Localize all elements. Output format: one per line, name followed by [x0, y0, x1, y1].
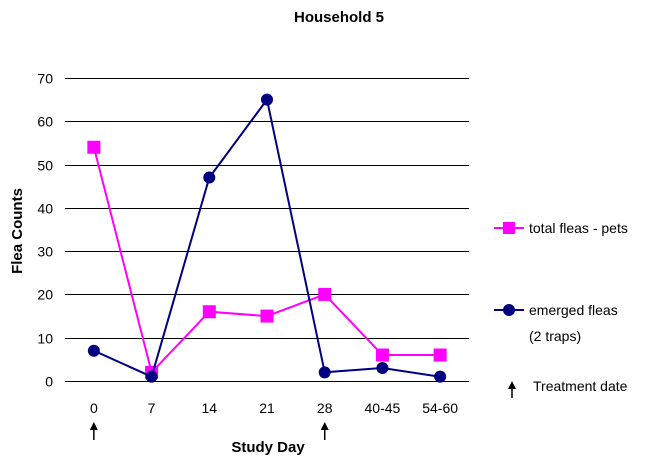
data-point	[261, 93, 273, 106]
y-tick-label: 70	[37, 71, 53, 87]
y-axis-title: Flea Counts	[9, 188, 26, 274]
legend-marker-circle	[503, 304, 515, 316]
data-point	[434, 370, 447, 383]
legend: total fleas - pets emerged fleas (2 trap…	[494, 220, 628, 398]
data-point	[318, 287, 332, 301]
treatment-arrows	[89, 422, 329, 440]
series-layer	[87, 93, 447, 383]
treatment-arrow-icon	[320, 422, 329, 440]
data-point	[203, 171, 216, 184]
x-tick-label: 0	[90, 400, 98, 416]
y-tick-label: 0	[45, 374, 53, 390]
data-point	[375, 348, 389, 362]
y-tick-labels: 0 10 20 30 40 50 60 70	[37, 71, 53, 390]
gridlines	[65, 78, 469, 339]
x-tick-label: 7	[148, 400, 156, 416]
x-axis-title: Study Day	[231, 439, 305, 456]
legend-label-treatment-date: Treatment date	[533, 378, 628, 394]
data-point	[260, 309, 274, 323]
x-tick-label: 40-45	[365, 400, 401, 416]
y-tick-label: 30	[37, 244, 53, 260]
legend-label-emerged-fleas-line2: (2 traps)	[529, 328, 581, 344]
chart-title: Household 5	[294, 9, 384, 26]
y-tick-label: 50	[37, 158, 53, 174]
x-tick-label: 14	[201, 400, 217, 416]
y-tick-label: 10	[37, 331, 53, 347]
data-point	[202, 305, 216, 319]
data-point	[87, 344, 100, 357]
x-tick-label: 28	[317, 400, 333, 416]
y-tick-label: 40	[37, 201, 53, 217]
series-line	[93, 97, 441, 379]
legend-label-total-fleas: total fleas - pets	[529, 220, 628, 236]
legend-label-emerged-fleas-line1: emerged fleas	[529, 302, 618, 318]
y-tick-label: 20	[37, 287, 53, 303]
x-tick-label: 21	[259, 400, 275, 416]
treatment-arrow-icon	[89, 422, 98, 440]
x-tick-label: 54-60	[422, 400, 458, 416]
data-point	[87, 140, 101, 154]
data-point	[145, 370, 158, 383]
up-arrow-icon	[508, 381, 516, 398]
data-point	[433, 348, 447, 362]
x-tick-labels: 0 7 14 21 28 40-45 54-60	[90, 400, 458, 416]
y-tick-label: 60	[37, 114, 53, 130]
data-point	[318, 366, 331, 379]
data-point	[376, 362, 389, 375]
legend-marker-square	[503, 222, 515, 234]
